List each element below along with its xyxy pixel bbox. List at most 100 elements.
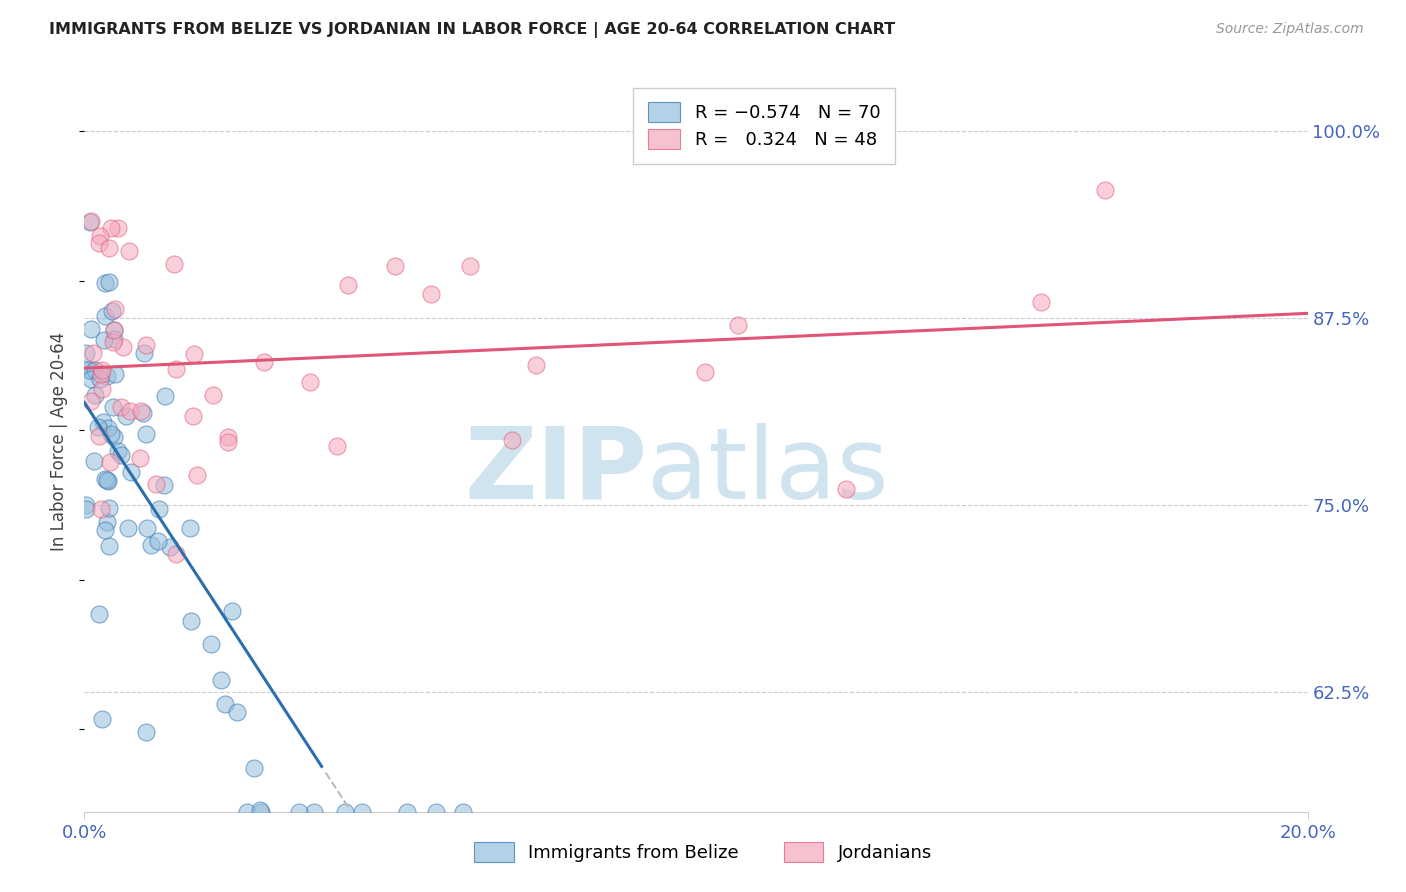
Point	[384, 259, 406, 273]
Point	[82, 345, 104, 359]
Point	[101, 400, 124, 414]
Point	[419, 286, 441, 301]
Point	[98, 501, 121, 516]
Point	[94, 524, 117, 538]
Point	[209, 673, 232, 688]
Point	[250, 805, 273, 819]
Point	[1094, 183, 1116, 197]
Point	[727, 318, 749, 332]
Point	[1029, 295, 1052, 310]
Point	[80, 394, 103, 409]
Point	[333, 805, 356, 819]
Text: IMMIGRANTS FROM BELIZE VS JORDANIAN IN LABOR FORCE | AGE 20-64 CORRELATION CHART: IMMIGRANTS FROM BELIZE VS JORDANIAN IN L…	[49, 22, 896, 38]
Point	[128, 450, 150, 465]
Point	[96, 515, 118, 529]
Point	[153, 389, 176, 403]
Point	[202, 388, 225, 402]
Point	[148, 533, 170, 548]
Point	[107, 221, 129, 235]
Point	[200, 637, 222, 651]
Point	[94, 472, 117, 486]
Point	[501, 434, 523, 448]
Point	[80, 322, 103, 336]
Point	[96, 421, 118, 435]
Point	[217, 434, 239, 449]
Point	[94, 276, 117, 290]
Point	[287, 805, 309, 819]
Point	[217, 430, 239, 444]
Point	[114, 409, 136, 424]
Point	[89, 372, 111, 386]
Point	[460, 259, 482, 273]
Point	[186, 467, 208, 482]
Point	[94, 309, 117, 323]
Point	[249, 803, 271, 817]
Point	[350, 805, 373, 819]
Point	[100, 427, 122, 442]
Point	[159, 540, 181, 554]
Point	[112, 340, 135, 354]
Point	[104, 367, 127, 381]
Point	[87, 419, 110, 434]
Text: atlas: atlas	[647, 423, 889, 520]
Point	[181, 409, 204, 423]
Point	[336, 278, 359, 293]
Point	[90, 367, 112, 381]
Point	[75, 346, 97, 360]
Point	[93, 333, 115, 347]
Point	[132, 406, 155, 420]
Point	[91, 363, 114, 377]
Y-axis label: In Labor Force | Age 20-64: In Labor Force | Age 20-64	[51, 332, 69, 551]
Legend: Immigrants from Belize, Jordanians: Immigrants from Belize, Jordanians	[467, 835, 939, 870]
Point	[221, 604, 243, 618]
Point	[90, 382, 112, 396]
Point	[77, 363, 100, 377]
Point	[243, 761, 266, 775]
Point	[145, 477, 167, 491]
Point	[101, 304, 124, 318]
Point	[96, 369, 118, 384]
Point	[453, 805, 475, 819]
Point	[97, 242, 120, 256]
Point	[302, 805, 325, 819]
Point	[693, 364, 716, 378]
Point	[326, 439, 349, 453]
Point	[79, 372, 101, 386]
Point	[103, 335, 125, 350]
Point	[110, 400, 132, 414]
Point	[524, 358, 547, 372]
Point	[148, 501, 170, 516]
Point	[96, 473, 118, 487]
Point	[75, 498, 97, 512]
Point	[87, 236, 110, 251]
Point	[117, 521, 139, 535]
Point	[84, 363, 107, 377]
Point	[165, 362, 187, 376]
Point	[90, 501, 112, 516]
Point	[91, 415, 114, 429]
Point	[183, 347, 205, 361]
Legend: R = −0.574   N = 70, R =   0.324   N = 48: R = −0.574 N = 70, R = 0.324 N = 48	[634, 87, 894, 163]
Point	[79, 215, 101, 229]
Point	[89, 228, 111, 243]
Point	[135, 725, 157, 739]
Point	[132, 345, 155, 359]
Point	[103, 333, 125, 347]
Point	[235, 805, 257, 819]
Point	[179, 521, 201, 535]
Point	[117, 244, 139, 258]
Point	[75, 501, 97, 516]
Point	[103, 323, 125, 337]
Point	[103, 323, 125, 337]
Point	[299, 375, 322, 389]
Point	[80, 214, 103, 228]
Point	[136, 521, 159, 535]
Point	[100, 221, 122, 235]
Point	[135, 426, 157, 441]
Point	[100, 455, 122, 469]
Point	[98, 539, 121, 553]
Point	[107, 444, 129, 458]
Point	[141, 538, 163, 552]
Point	[80, 364, 103, 378]
Point	[165, 547, 187, 561]
